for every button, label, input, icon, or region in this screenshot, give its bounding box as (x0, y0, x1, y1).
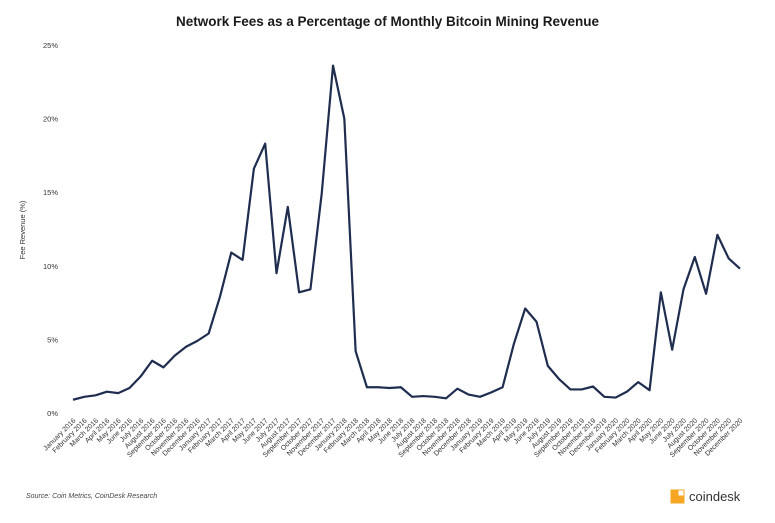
y-tick-label: 10% (43, 262, 58, 271)
y-tick-label: 0% (47, 409, 58, 418)
fee-revenue-line (72, 64, 741, 401)
y-axis-ticks: 0% 5% 10% 15% 20% 25% (43, 41, 58, 418)
y-tick-label: 5% (47, 335, 58, 344)
source-note: Source: Coin Metrics, CoinDesk Research (26, 493, 158, 500)
y-tick-label: 15% (43, 188, 58, 197)
data-points (72, 65, 741, 401)
coindesk-logo-icon (670, 489, 685, 503)
y-axis-label: Fee Revenue (%) (18, 200, 27, 259)
chart-title: Network Fees as a Percentage of Monthly … (175, 14, 600, 29)
y-tick-label: 25% (43, 41, 58, 50)
brand-name: coindesk (689, 488, 741, 504)
y-tick-label: 20% (43, 115, 58, 124)
brand-logo: coindesk (670, 487, 740, 505)
